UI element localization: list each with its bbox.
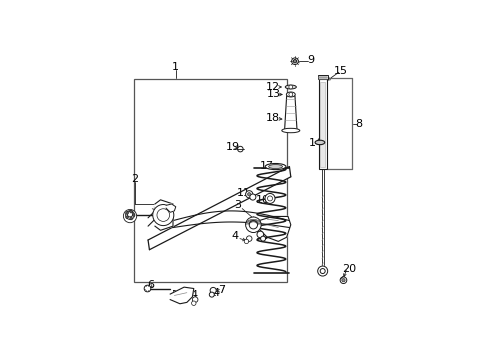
Circle shape	[249, 194, 255, 200]
Circle shape	[191, 301, 196, 305]
Circle shape	[244, 239, 248, 244]
Bar	[318, 79, 326, 169]
Circle shape	[157, 209, 169, 221]
Polygon shape	[148, 167, 290, 250]
Circle shape	[264, 193, 274, 203]
Circle shape	[152, 204, 173, 226]
Circle shape	[267, 196, 272, 201]
Polygon shape	[155, 200, 173, 230]
Ellipse shape	[286, 92, 295, 97]
Polygon shape	[166, 204, 175, 212]
Ellipse shape	[264, 163, 285, 170]
Ellipse shape	[285, 85, 296, 89]
Circle shape	[237, 146, 243, 152]
Circle shape	[125, 212, 128, 214]
Polygon shape	[284, 96, 296, 131]
Ellipse shape	[281, 128, 299, 133]
Circle shape	[288, 85, 292, 89]
Circle shape	[245, 217, 261, 233]
Circle shape	[125, 216, 128, 219]
Text: 6: 6	[146, 280, 153, 290]
Text: 18: 18	[265, 113, 280, 123]
Text: 2: 2	[131, 174, 138, 184]
Circle shape	[246, 236, 251, 242]
Circle shape	[192, 297, 198, 302]
Text: 11: 11	[236, 188, 250, 198]
Bar	[134, 79, 286, 282]
Circle shape	[245, 191, 252, 198]
Circle shape	[127, 211, 133, 217]
Circle shape	[210, 287, 216, 293]
Bar	[319, 82, 325, 167]
Circle shape	[129, 217, 132, 220]
Circle shape	[249, 221, 257, 229]
Text: 13: 13	[266, 90, 280, 99]
Text: 10: 10	[256, 195, 269, 205]
Circle shape	[320, 269, 325, 274]
Circle shape	[209, 292, 214, 297]
Circle shape	[132, 214, 135, 216]
Circle shape	[247, 193, 250, 196]
Text: 7: 7	[218, 285, 224, 295]
Ellipse shape	[268, 165, 282, 168]
Circle shape	[129, 210, 132, 213]
Text: 1: 1	[172, 62, 179, 72]
Text: 4: 4	[212, 288, 219, 298]
Circle shape	[125, 211, 134, 220]
Circle shape	[340, 277, 346, 284]
Text: 14: 14	[308, 138, 322, 148]
Text: 12: 12	[266, 82, 280, 92]
Circle shape	[293, 59, 296, 63]
Circle shape	[260, 236, 265, 241]
Ellipse shape	[314, 140, 324, 145]
Polygon shape	[259, 216, 290, 242]
Text: 19: 19	[225, 142, 240, 152]
Text: 4: 4	[190, 290, 197, 300]
Text: 5: 5	[170, 290, 178, 300]
Circle shape	[317, 266, 327, 276]
Circle shape	[257, 231, 263, 238]
Text: 9: 9	[307, 55, 314, 66]
Text: 8: 8	[355, 118, 362, 129]
Circle shape	[291, 58, 298, 64]
Circle shape	[144, 285, 150, 292]
Text: 4: 4	[231, 231, 239, 241]
Bar	[317, 75, 327, 79]
Text: 16: 16	[256, 231, 269, 241]
Text: 15: 15	[334, 66, 347, 76]
Text: 3: 3	[234, 201, 241, 210]
Polygon shape	[170, 287, 193, 304]
Text: 17: 17	[259, 161, 273, 171]
Circle shape	[341, 279, 345, 282]
Circle shape	[288, 93, 292, 96]
Text: 20: 20	[341, 264, 355, 274]
Circle shape	[123, 210, 137, 223]
